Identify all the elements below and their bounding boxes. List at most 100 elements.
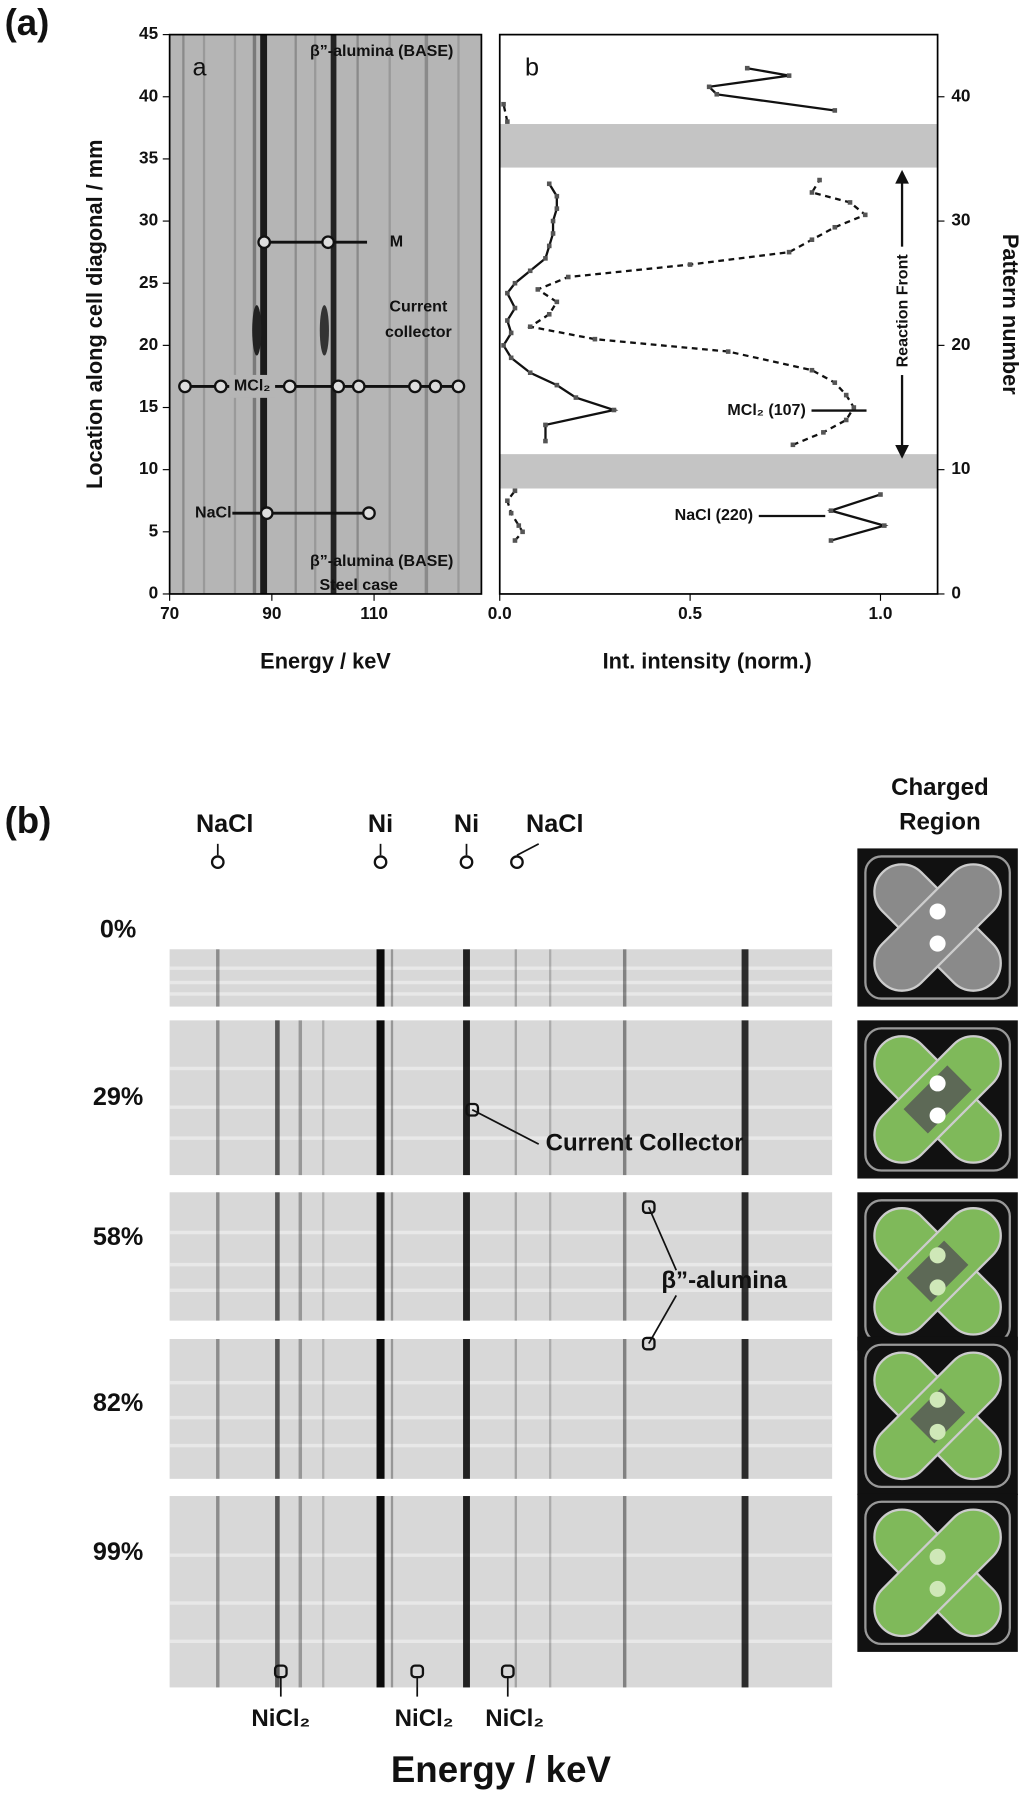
strip-line — [390, 1496, 394, 1688]
profile-point — [505, 498, 510, 504]
peak-marker — [257, 235, 272, 250]
row-label: 0% — [100, 916, 136, 944]
x-tick-label: 110 — [360, 603, 388, 623]
profile-point — [546, 243, 552, 249]
y-tick-label: 30 — [139, 210, 158, 230]
marker — [641, 1200, 656, 1215]
cell-hole — [929, 1247, 946, 1264]
strip-line — [463, 1192, 470, 1321]
y-tick-label: 5 — [149, 520, 159, 540]
map-stripe — [388, 34, 391, 594]
profile-point — [543, 422, 548, 428]
series-label: M — [390, 232, 403, 250]
strip-band — [169, 1230, 833, 1235]
x-axis-label: Int. intensity (norm.) — [603, 648, 812, 673]
peak-marker — [373, 855, 388, 870]
strip-line — [216, 1020, 220, 1176]
y-tick-label: 15 — [139, 396, 159, 416]
profile-point — [550, 218, 556, 224]
profile-point — [843, 417, 849, 423]
marker — [273, 1664, 288, 1679]
map-stripe — [424, 34, 429, 594]
peak-marker — [282, 379, 297, 394]
map-stripe — [294, 34, 297, 594]
profile-point — [501, 101, 506, 107]
strip-line — [390, 949, 394, 1007]
strip-band — [169, 1262, 833, 1267]
marker — [410, 1664, 425, 1679]
peak-marker — [408, 379, 422, 394]
y-tick-label: 35 — [139, 147, 159, 167]
y2-tick-label: 40 — [951, 85, 970, 105]
panel-letter: b — [525, 54, 539, 82]
peak-marker — [428, 379, 443, 394]
strip-line — [514, 949, 517, 1007]
marker — [465, 1102, 480, 1117]
strip-band — [169, 1415, 833, 1420]
strip-line — [322, 1192, 325, 1321]
profile-point — [527, 324, 533, 330]
panel-label: (a) — [5, 2, 50, 43]
y-tick-label: 45 — [139, 23, 159, 43]
series-label: MCl₂ — [234, 377, 271, 395]
cell-hole — [929, 1279, 946, 1296]
cell-outline — [864, 1500, 1011, 1646]
map-stripe — [314, 34, 317, 594]
profile-point — [512, 280, 518, 286]
map-stripe — [457, 34, 460, 594]
strip-line — [514, 1020, 517, 1176]
profile-point — [832, 224, 838, 230]
row-label: 58% — [93, 1223, 143, 1251]
profile-point — [512, 488, 518, 494]
strip-line — [216, 1496, 220, 1688]
profile-point — [546, 311, 552, 317]
profile-point — [832, 380, 838, 385]
profile-point — [714, 91, 720, 97]
strip-line — [390, 1338, 394, 1479]
profile-point — [543, 438, 548, 444]
profile-point — [554, 206, 560, 211]
strip-line — [549, 1496, 552, 1688]
masked-band — [499, 124, 938, 168]
profile-point — [512, 538, 518, 543]
strip-line — [390, 1020, 394, 1176]
strip-line — [322, 1020, 325, 1176]
peak-marker — [351, 379, 366, 394]
peak-label: NaCl — [196, 810, 253, 838]
map-blob — [252, 305, 262, 356]
strip-line — [622, 1496, 627, 1688]
annotation: Current — [389, 298, 448, 316]
peak-marker — [510, 855, 524, 870]
y-tick-label: 40 — [139, 85, 158, 105]
y2-tick-label: 0 — [951, 583, 961, 603]
spectrum-strip — [169, 1192, 833, 1321]
y-axis-label: Location along cell diagonal / mm — [82, 140, 107, 490]
peak-marker — [259, 506, 274, 521]
cell-hole — [929, 1548, 946, 1565]
peak-marker — [331, 379, 346, 394]
x-tick-label: 70 — [160, 603, 179, 623]
profile-point — [546, 181, 552, 187]
profile-point — [554, 193, 560, 199]
strip-line — [514, 1192, 517, 1321]
cell-hole — [929, 1107, 946, 1124]
profile-point — [706, 84, 712, 90]
strip-line — [514, 1496, 517, 1688]
profile-point — [786, 249, 792, 255]
strip-line — [322, 1496, 325, 1688]
masked-band — [499, 454, 938, 489]
y2-tick-label: 20 — [951, 334, 970, 354]
panel-letter: a — [193, 54, 208, 82]
strip-line — [622, 1020, 627, 1176]
map-stripe — [202, 34, 206, 594]
strip-line — [298, 1338, 303, 1479]
strip-band — [169, 1136, 833, 1140]
profile-point — [817, 177, 822, 183]
peak-marker — [213, 379, 228, 394]
profile-point — [725, 349, 731, 354]
panel-label: (b) — [5, 800, 52, 841]
spectrum-strip — [169, 1496, 833, 1688]
profile-point — [505, 318, 510, 323]
profile-point — [882, 523, 887, 528]
x-axis-label: Energy / keV — [260, 648, 391, 673]
